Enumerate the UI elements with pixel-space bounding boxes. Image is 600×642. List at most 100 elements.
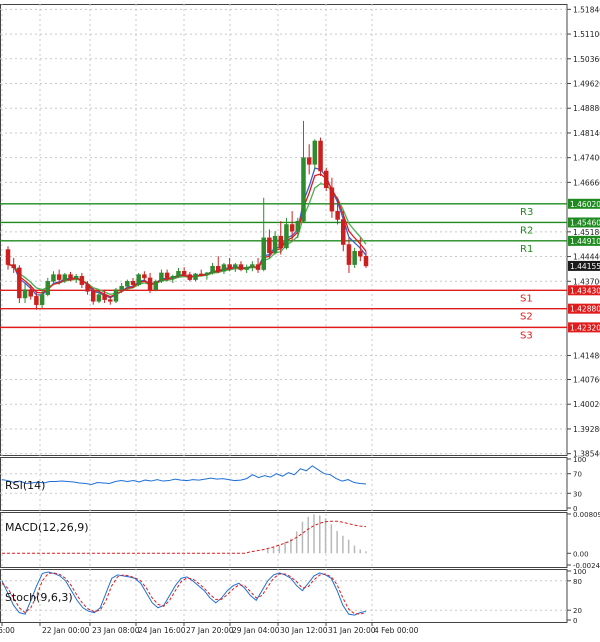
candle-body <box>45 281 51 295</box>
candle-body <box>318 140 323 172</box>
stoch-tick-label: 80 <box>573 578 582 586</box>
macd-label: MACD(12,26,9) <box>5 521 89 534</box>
candle-body <box>272 235 278 254</box>
candle-body <box>323 170 329 188</box>
y-tick-label: 1.40020 <box>573 400 600 409</box>
stoch-panel: 100 80 20 0 <box>0 568 586 625</box>
candle-body <box>11 264 16 269</box>
candle-body <box>284 224 289 249</box>
candle-body <box>130 281 136 285</box>
y-tick-label: 1.51840 <box>573 5 600 14</box>
level-name-r1: R1 <box>520 244 533 255</box>
candle-body <box>22 289 28 299</box>
rsi-tick-label: 70 <box>573 471 582 479</box>
y-tick-label: 1.47400 <box>573 154 600 163</box>
level-price-tag <box>568 198 600 209</box>
moving-averages <box>7 167 367 299</box>
y-tick-label: 1.51100 <box>573 30 600 39</box>
x-tick-label: 22 Jan 00:00 <box>42 626 90 635</box>
ma-mid-line <box>7 183 367 296</box>
level-price-label: 1.42880 <box>570 305 600 314</box>
stoch-signal-line <box>1 572 367 615</box>
candle-body <box>51 274 56 282</box>
current-price-label: 1.44155 <box>570 262 600 271</box>
rsi-tick-label: 100 <box>573 456 586 464</box>
current-price-tag <box>568 260 600 271</box>
y-tick-label: 1.45180 <box>573 228 600 237</box>
x-tick-label: 27 Jan 20:00 <box>186 626 234 635</box>
candle-body <box>335 210 340 220</box>
macd-panel-frame <box>0 512 568 568</box>
candle-body <box>238 264 244 270</box>
x-tick-label: 24 Jan 16:00 <box>138 626 186 635</box>
candle-body <box>159 272 164 282</box>
candle-body <box>85 284 90 292</box>
price-panel-frame <box>0 4 568 456</box>
candle-body <box>289 224 295 232</box>
x-tick-label: 4 Feb 00:00 <box>374 626 419 635</box>
macd-tick-label: 0.008094 <box>573 511 600 519</box>
candle-body <box>176 271 181 277</box>
rsi-panel: 100 70 30 0 <box>0 456 586 513</box>
candle-body <box>210 265 215 274</box>
panel-labels: RSI(14) MACD(12,26,9) Stoch(9,6,3) <box>5 479 89 604</box>
stoch-label: Stoch(9,6,3) <box>5 591 73 604</box>
candle-body <box>119 286 124 290</box>
candle-body <box>113 289 119 302</box>
y-tick-label: 1.50360 <box>573 55 600 64</box>
candle-body <box>227 264 232 269</box>
candle-body <box>363 255 369 267</box>
x-tick-label: 29 Jan 04:00 <box>232 626 280 635</box>
ma-slow-line <box>7 173 367 298</box>
candle-body <box>153 281 158 290</box>
rsi-panel-frame <box>0 457 568 511</box>
candle-body <box>198 273 204 276</box>
candle-body <box>102 294 107 300</box>
level-name-s2: S2 <box>520 312 533 323</box>
candle-body <box>187 274 193 280</box>
candle-body <box>136 274 141 285</box>
candle-body <box>73 276 79 279</box>
candle-body <box>250 264 255 268</box>
y-tick-label: 1.44440 <box>573 253 600 262</box>
y-tick-label: 1.38540 <box>573 450 600 459</box>
y-tick-label: 1.48880 <box>573 104 600 113</box>
candle-body <box>233 264 238 269</box>
candle-body <box>244 267 249 270</box>
x-tick-label: 31 Jan 20:00 <box>328 626 376 635</box>
level-name-s1: S1 <box>520 293 533 304</box>
y-tick-label: 1.46660 <box>573 178 600 187</box>
rsi-line <box>1 465 367 485</box>
candle-body <box>221 264 227 272</box>
level-price-label: 1.43430 <box>570 286 600 295</box>
candle-body <box>28 289 33 297</box>
candle-body <box>96 294 102 302</box>
candle-body <box>295 220 301 232</box>
rsi-tick-label: 30 <box>573 490 582 498</box>
y-tick-label: 1.39280 <box>573 425 600 434</box>
stoch-panel-frame <box>0 569 568 623</box>
level-name-r2: R2 <box>520 225 533 236</box>
candle-body <box>108 299 113 302</box>
candle-body <box>312 140 318 165</box>
level-price-label: 1.46020 <box>570 200 600 209</box>
level-name-r3: R3 <box>520 207 533 218</box>
candlesticks <box>5 120 369 310</box>
candle-body <box>255 264 261 270</box>
y-tick-label: 1.40760 <box>573 375 600 384</box>
candle-body <box>306 157 312 165</box>
candle-body <box>39 294 45 305</box>
candle-body <box>17 267 22 299</box>
candle-body <box>267 237 272 254</box>
level-price-tag <box>568 303 600 314</box>
x-tick-label: 30 Jan 12:00 <box>280 626 328 635</box>
candle-body <box>142 274 147 279</box>
x-tick-label: 23 Jan 08:00 <box>92 626 140 635</box>
candle-body <box>68 274 73 279</box>
candle-body <box>5 249 11 265</box>
candle-body <box>62 274 68 280</box>
